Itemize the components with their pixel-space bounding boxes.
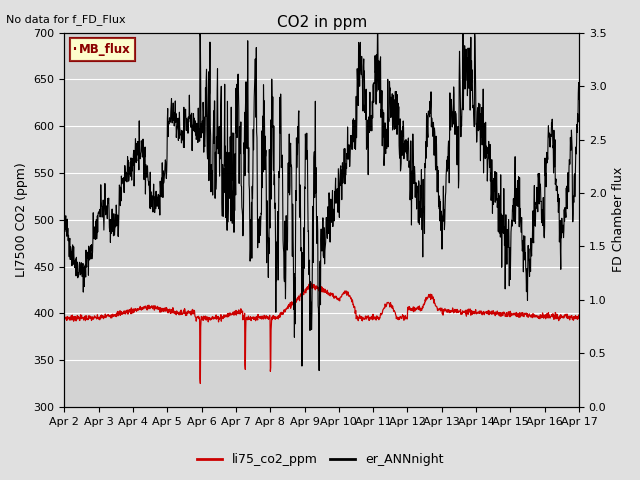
Y-axis label: LI7500 CO2 (ppm): LI7500 CO2 (ppm) xyxy=(15,162,28,277)
Legend: MB_flux: MB_flux xyxy=(70,38,135,61)
Legend: li75_co2_ppm, er_ANNnight: li75_co2_ppm, er_ANNnight xyxy=(191,448,449,471)
Text: No data for f_FD_Flux: No data for f_FD_Flux xyxy=(6,14,126,25)
Y-axis label: FD Chamber flux: FD Chamber flux xyxy=(612,167,625,272)
Title: CO2 in ppm: CO2 in ppm xyxy=(276,15,367,30)
